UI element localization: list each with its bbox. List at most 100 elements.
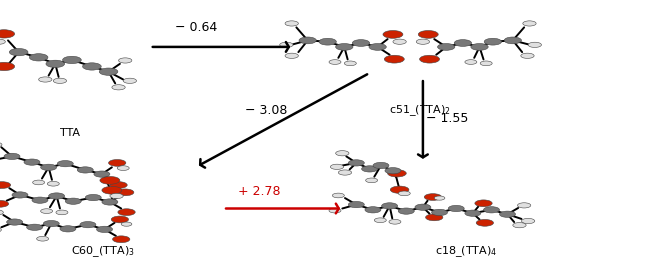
Circle shape (113, 236, 130, 243)
Circle shape (465, 210, 481, 216)
Text: c18_(TTA)$_4$: c18_(TTA)$_4$ (435, 244, 498, 259)
Circle shape (390, 186, 409, 193)
Circle shape (373, 162, 389, 169)
Circle shape (83, 63, 101, 70)
Circle shape (484, 207, 500, 213)
Circle shape (94, 171, 110, 177)
Circle shape (280, 42, 293, 48)
Circle shape (0, 30, 15, 38)
Circle shape (32, 197, 48, 203)
Circle shape (57, 161, 73, 167)
Circle shape (418, 31, 438, 38)
Circle shape (513, 223, 526, 228)
Circle shape (336, 44, 353, 50)
Circle shape (366, 178, 378, 183)
Circle shape (121, 222, 132, 226)
Circle shape (523, 21, 536, 26)
Circle shape (49, 193, 65, 199)
Circle shape (285, 53, 298, 58)
Circle shape (388, 170, 406, 177)
Circle shape (338, 170, 352, 175)
Circle shape (109, 159, 126, 166)
Circle shape (37, 236, 49, 241)
Circle shape (43, 221, 59, 227)
Circle shape (465, 60, 477, 64)
Circle shape (476, 220, 494, 226)
Circle shape (528, 42, 541, 48)
Circle shape (0, 210, 3, 215)
Circle shape (99, 68, 118, 75)
Circle shape (41, 209, 53, 213)
Circle shape (475, 200, 492, 207)
Circle shape (33, 180, 45, 185)
Circle shape (517, 203, 531, 208)
Circle shape (63, 56, 81, 64)
Circle shape (0, 182, 11, 188)
Circle shape (521, 218, 535, 224)
Circle shape (426, 214, 443, 221)
Circle shape (369, 44, 386, 50)
Text: − 0.64: − 0.64 (175, 21, 218, 34)
Circle shape (432, 209, 448, 216)
Circle shape (382, 203, 398, 209)
Circle shape (319, 38, 336, 45)
Text: + 2.78: + 2.78 (238, 185, 281, 198)
Circle shape (97, 226, 113, 233)
Circle shape (448, 205, 464, 212)
Circle shape (352, 40, 370, 46)
Circle shape (0, 62, 15, 71)
Circle shape (65, 198, 81, 204)
Circle shape (383, 31, 403, 38)
Circle shape (60, 226, 76, 232)
Circle shape (521, 53, 534, 58)
Circle shape (385, 168, 401, 174)
Circle shape (123, 78, 137, 84)
Circle shape (46, 60, 65, 68)
Circle shape (365, 207, 381, 213)
Circle shape (118, 209, 135, 216)
Circle shape (12, 192, 28, 198)
Circle shape (454, 40, 472, 46)
Circle shape (336, 151, 349, 156)
Circle shape (438, 44, 455, 50)
Circle shape (330, 164, 344, 169)
Circle shape (329, 208, 341, 213)
Circle shape (9, 49, 28, 56)
Circle shape (285, 21, 298, 26)
Text: TTA: TTA (60, 128, 80, 138)
Circle shape (374, 218, 386, 223)
Circle shape (0, 200, 9, 207)
Circle shape (393, 39, 406, 44)
Circle shape (29, 54, 48, 61)
Circle shape (434, 196, 445, 200)
Circle shape (24, 159, 40, 165)
Circle shape (480, 61, 492, 66)
Text: − 1.55: − 1.55 (426, 112, 469, 125)
Circle shape (329, 60, 341, 64)
Circle shape (389, 220, 401, 224)
Circle shape (420, 55, 440, 63)
Circle shape (112, 85, 125, 90)
Circle shape (41, 164, 57, 170)
Circle shape (0, 142, 2, 147)
Circle shape (119, 58, 132, 63)
Circle shape (27, 224, 43, 230)
Circle shape (110, 193, 123, 199)
Circle shape (484, 38, 501, 45)
Circle shape (299, 37, 316, 44)
Circle shape (111, 216, 129, 223)
Circle shape (39, 77, 52, 82)
Circle shape (424, 194, 442, 200)
Circle shape (102, 199, 118, 205)
Circle shape (100, 176, 120, 184)
Circle shape (471, 44, 488, 50)
Circle shape (500, 211, 515, 217)
Circle shape (384, 55, 404, 63)
Circle shape (110, 182, 127, 188)
Circle shape (362, 166, 378, 172)
Circle shape (398, 191, 410, 196)
Circle shape (344, 61, 356, 66)
Text: C60_(TTA)$_3$: C60_(TTA)$_3$ (71, 244, 135, 259)
Circle shape (56, 210, 68, 215)
Circle shape (398, 208, 414, 214)
